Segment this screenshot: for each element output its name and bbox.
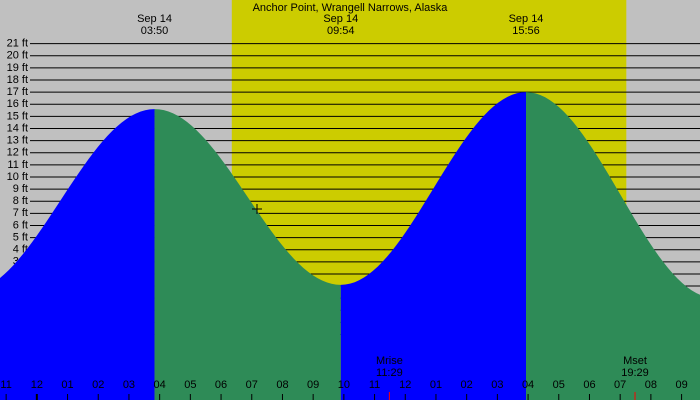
y-tick-label: 8 ft [13, 195, 28, 207]
y-tick-label: 16 ft [7, 98, 28, 110]
tide-area [154, 109, 341, 400]
x-tick-label: 07 [246, 379, 258, 391]
y-tick-label: 10 ft [7, 171, 28, 183]
y-tick-label: 13 ft [7, 135, 28, 147]
event-time: 03:50 [141, 25, 169, 37]
y-tick-label: 21 ft [7, 38, 28, 50]
x-tick-label: 02 [92, 379, 104, 391]
x-tick-label: 11 [369, 379, 380, 391]
y-tick-label: 9 ft [13, 183, 28, 195]
x-tick-label: 05 [553, 379, 565, 391]
x-tick-label: 08 [276, 379, 288, 391]
x-tick-label: 12 [399, 379, 411, 391]
x-tick-label: 09 [675, 379, 687, 391]
time-marker [252, 204, 262, 214]
event-date: Sep 14 [509, 13, 544, 25]
moon-time: 11:29 [376, 367, 403, 379]
y-tick-label: 20 ft [7, 50, 28, 62]
y-tick-label: 18 ft [7, 74, 28, 86]
event-date: Sep 14 [137, 13, 172, 25]
y-tick-label: 11 ft [7, 159, 28, 171]
moon-time: 19:29 [621, 367, 649, 379]
x-tick-label: 03 [491, 379, 503, 391]
moon-label: Mrise [376, 355, 403, 367]
tide-area [526, 92, 700, 400]
x-tick-label: 08 [645, 379, 657, 391]
y-tick-label: 5 ft [13, 231, 28, 243]
y-tick-label: 15 ft [7, 110, 28, 122]
event-time: 15:56 [512, 25, 540, 37]
x-tick-label: 09 [307, 379, 319, 391]
y-tick-label: 14 ft [7, 122, 28, 134]
x-tick-label: 12 [31, 379, 43, 391]
x-tick-label: 02 [461, 379, 473, 391]
y-tick-label: 7 ft [13, 207, 28, 219]
y-tick-label: 19 ft [7, 62, 28, 74]
y-tick-label: 6 ft [13, 219, 28, 231]
chart-title: Anchor Point, Wrangell Narrows, Alaska [253, 2, 449, 14]
moon-label: Mset [623, 355, 647, 367]
x-tick-label: 06 [583, 379, 595, 391]
x-tick-label: 04 [154, 379, 166, 391]
y-tick-label: 17 ft [7, 86, 28, 98]
x-tick-label: 04 [522, 379, 534, 391]
tide-area [340, 92, 527, 400]
x-tick-label: 01 [430, 379, 442, 391]
event-time: 09:54 [327, 25, 355, 37]
x-tick-label: 07 [614, 379, 626, 391]
x-tick-label: 06 [215, 379, 227, 391]
x-tick-label: 03 [123, 379, 135, 391]
event-date: Sep 14 [323, 13, 358, 25]
x-tick-label: 01 [61, 379, 73, 391]
x-tick-label: 05 [184, 379, 196, 391]
y-tick-label: 12 ft [7, 147, 28, 159]
x-tick-label: 11 [0, 379, 11, 391]
x-tick-label: 10 [338, 379, 350, 391]
tide-area [0, 109, 155, 400]
